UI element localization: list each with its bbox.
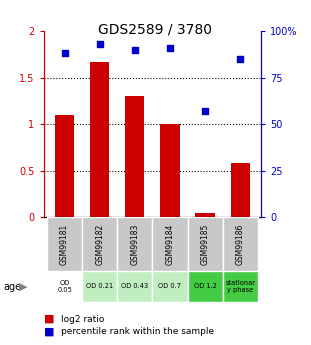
Text: stationar
y phase: stationar y phase	[225, 280, 255, 293]
Bar	[117, 217, 152, 271]
Bar	[47, 217, 82, 271]
Point	[167, 45, 172, 51]
Text: percentile rank within the sample: percentile rank within the sample	[61, 327, 214, 336]
Bar	[152, 217, 188, 271]
Text: GSM99183: GSM99183	[130, 224, 139, 265]
Text: ■: ■	[44, 327, 54, 337]
Text: GSM99186: GSM99186	[236, 224, 245, 265]
Text: OD 0.7: OD 0.7	[158, 283, 181, 289]
Bar	[90, 62, 109, 217]
Bar	[47, 271, 82, 302]
Bar	[82, 217, 117, 271]
Point	[132, 47, 137, 52]
Point	[62, 51, 67, 56]
Text: OD 0.43: OD 0.43	[121, 283, 148, 289]
Text: GSM99185: GSM99185	[201, 224, 210, 265]
Text: ■: ■	[44, 314, 54, 324]
Text: GSM99182: GSM99182	[95, 224, 104, 265]
Text: age: age	[3, 282, 21, 292]
Text: OD
0.05: OD 0.05	[57, 280, 72, 293]
Text: ▶: ▶	[19, 282, 28, 292]
Point	[202, 108, 207, 114]
Bar	[223, 217, 258, 271]
Bar	[195, 213, 215, 217]
Point	[238, 56, 243, 62]
Text: GDS2589 / 3780: GDS2589 / 3780	[99, 22, 212, 37]
Bar	[125, 96, 145, 217]
Bar	[230, 163, 250, 217]
Point	[97, 41, 102, 47]
Bar	[82, 271, 117, 302]
Bar	[223, 271, 258, 302]
Text: OD 1.2: OD 1.2	[194, 283, 216, 289]
Bar	[188, 217, 223, 271]
Bar	[117, 271, 152, 302]
Bar	[188, 271, 223, 302]
Text: GSM99181: GSM99181	[60, 224, 69, 265]
Bar	[160, 124, 180, 217]
Text: log2 ratio: log2 ratio	[61, 315, 104, 324]
Bar	[152, 271, 188, 302]
Bar	[55, 115, 74, 217]
Text: OD 0.21: OD 0.21	[86, 283, 113, 289]
Text: GSM99184: GSM99184	[165, 224, 174, 265]
